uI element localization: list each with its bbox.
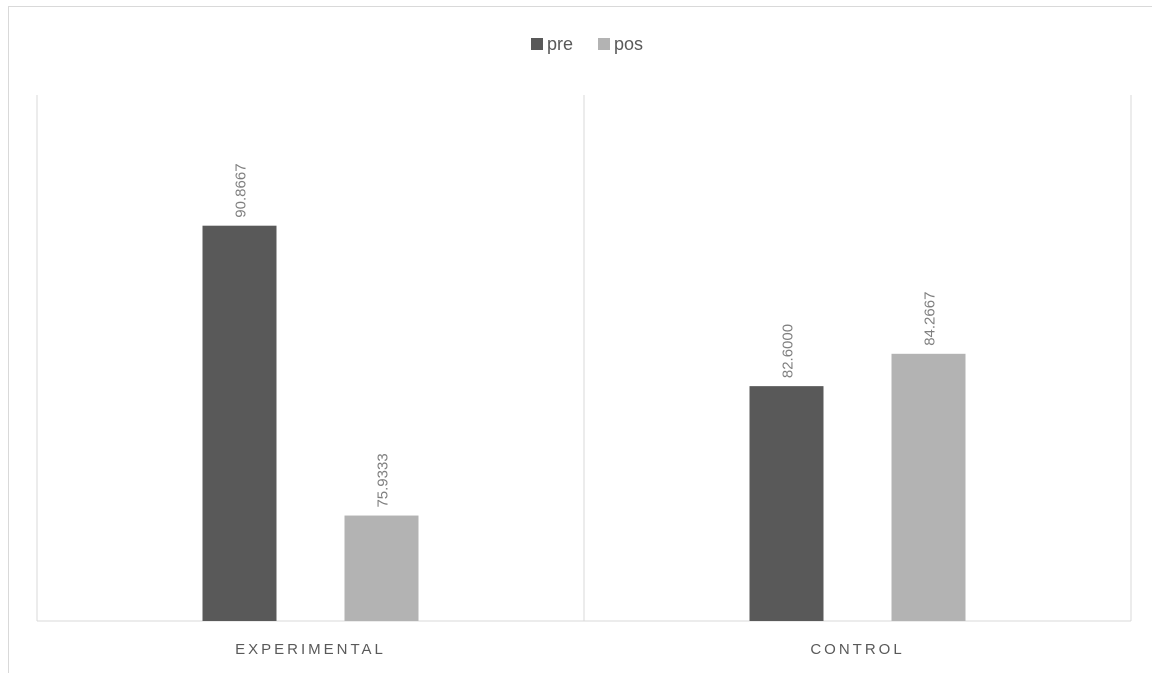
bar-pre-control bbox=[749, 386, 824, 621]
category-label-experimental: EXPERIMENTAL bbox=[235, 641, 386, 658]
legend-label-pre: pre bbox=[547, 34, 573, 54]
data-label-pre-control: 82.6000 bbox=[780, 324, 797, 378]
legend-swatch-pre bbox=[531, 38, 543, 50]
bar-pre-experimental bbox=[202, 225, 277, 621]
data-label-pre-experimental: 90.8667 bbox=[233, 163, 250, 217]
chart-frame bbox=[8, 6, 1152, 673]
legend-label-pos: pos bbox=[614, 34, 643, 54]
legend-swatch-pos bbox=[598, 38, 610, 50]
category-label-control: CONTROL bbox=[810, 641, 904, 658]
data-label-pos-experimental: 75.9333 bbox=[375, 453, 392, 507]
bar-pos-control bbox=[891, 353, 966, 621]
data-label-pos-control: 84.2667 bbox=[922, 292, 939, 346]
bar-pos-experimental bbox=[344, 515, 419, 621]
